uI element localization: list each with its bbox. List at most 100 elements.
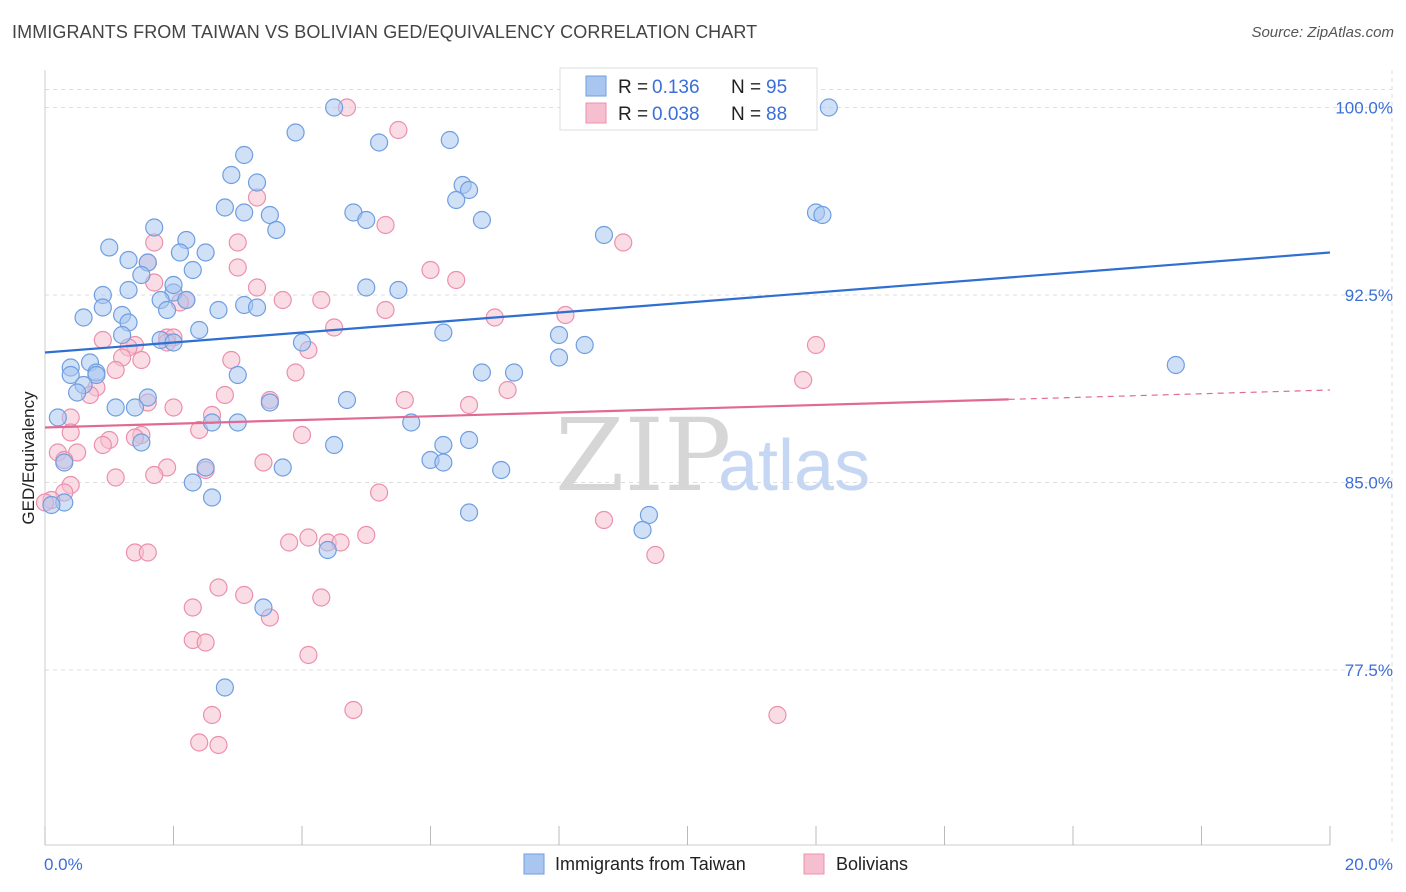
data-point: [55, 453, 74, 472]
data-point: [434, 453, 453, 472]
legend-n-value: 88: [766, 104, 787, 125]
x-tick-label: 0.0%: [44, 855, 83, 874]
data-point: [196, 458, 215, 477]
watermark-zip: ZIP: [555, 397, 731, 514]
data-point: [228, 258, 247, 277]
data-point: [434, 323, 453, 342]
legend-swatch-taiwan: [585, 75, 607, 97]
data-point: [357, 525, 376, 545]
data-point: [395, 390, 414, 410]
data-point: [112, 325, 132, 345]
legend-r-label: R =: [618, 77, 648, 98]
data-point: [556, 305, 575, 325]
data-point: [370, 133, 389, 152]
data-point: [93, 298, 112, 317]
data-point: [247, 278, 267, 297]
data-point: [209, 300, 228, 320]
data-point: [106, 468, 125, 487]
chart-title: IMMIGRANTS FROM TAIWAN VS BOLIVIAN GED/E…: [12, 22, 758, 42]
data-point: [183, 260, 202, 280]
legend-n-label: N =: [731, 77, 761, 98]
data-point: [325, 98, 344, 117]
legend-r-value: 0.136: [652, 77, 700, 98]
data-point: [209, 578, 228, 597]
data-point: [459, 503, 479, 522]
trend-line-taiwan: [44, 251, 1331, 354]
data-point: [222, 350, 241, 370]
data-point: [215, 385, 234, 405]
data-point: [337, 390, 357, 410]
data-point: [106, 360, 125, 380]
data-point: [202, 705, 222, 725]
data-point: [228, 233, 247, 252]
data-point: [504, 363, 524, 382]
data-point: [459, 395, 479, 415]
data-point: [93, 435, 112, 455]
data-point: [119, 280, 138, 300]
data-point: [138, 388, 157, 407]
bottom-legend: Immigrants from Taiwan Bolivians: [523, 853, 908, 875]
data-point: [459, 180, 479, 200]
data-point: [273, 458, 292, 477]
data-point: [247, 173, 267, 192]
data-point: [299, 645, 318, 665]
data-point: [42, 495, 61, 515]
data-point: [125, 398, 145, 417]
data-point: [202, 488, 222, 507]
data-point: [318, 540, 337, 560]
data-point: [639, 505, 659, 525]
grid-lines: [45, 70, 1393, 845]
bottom-legend-swatch-taiwan: [523, 853, 545, 875]
data-point: [254, 598, 273, 617]
data-point: [235, 145, 254, 165]
data-point: [806, 335, 826, 355]
data-point: [459, 430, 479, 450]
data-point: [472, 210, 491, 230]
data-point: [209, 735, 228, 755]
chart-source: Source: ZipAtlas.com: [1251, 24, 1394, 41]
data-point: [357, 210, 376, 230]
y-tick-label: 77.5%: [1345, 661, 1393, 680]
data-point: [132, 265, 151, 285]
data-point: [633, 520, 652, 540]
data-point: [157, 300, 177, 320]
data-point: [292, 425, 312, 445]
data-point: [273, 290, 292, 310]
data-point: [235, 203, 254, 222]
data-point: [280, 533, 299, 552]
y-tick-label: 100.0%: [1335, 99, 1393, 118]
bottom-legend-label-bolivians: Bolivians: [836, 854, 908, 874]
data-point: [68, 383, 87, 402]
data-point: [819, 98, 838, 117]
data-point: [575, 335, 594, 355]
data-point: [196, 633, 215, 652]
data-point: [132, 433, 151, 452]
data-point: [183, 473, 202, 492]
legend-r-value: 0.038: [652, 104, 700, 125]
x-tick-label: 20.0%: [1345, 855, 1393, 874]
data-point: [215, 678, 234, 697]
bottom-legend-label-taiwan: Immigrants from Taiwan: [555, 854, 746, 874]
data-point: [164, 398, 183, 417]
x-tick-labels: 0.0% 20.0%: [44, 855, 1393, 874]
y-tick-label: 92.5%: [1345, 286, 1393, 305]
legend-n-label: N =: [731, 104, 761, 125]
data-point: [119, 250, 138, 270]
data-point: [260, 205, 279, 225]
data-point: [447, 190, 466, 210]
data-point: [260, 393, 279, 412]
data-point: [325, 435, 344, 455]
data-point: [292, 333, 312, 352]
data-point: [549, 348, 569, 367]
data-point: [228, 365, 247, 385]
legend-box: R = 0.136 N = 95 R = 0.038 N = 88: [559, 67, 818, 131]
data-point: [87, 365, 106, 385]
data-point: [299, 528, 318, 547]
data-point: [376, 300, 395, 320]
trend-line-bolivians-extension: [1008, 389, 1331, 400]
data-point: [402, 413, 421, 432]
data-point: [196, 243, 215, 262]
data-point: [447, 270, 466, 290]
data-point: [183, 598, 202, 617]
